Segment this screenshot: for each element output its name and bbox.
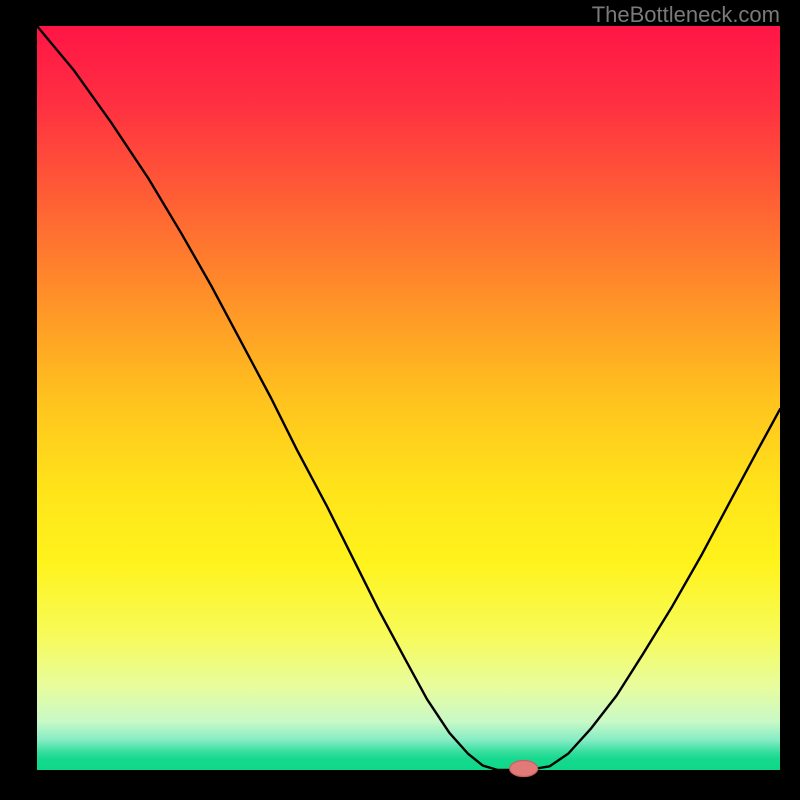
- bottleneck-chart: [0, 0, 800, 800]
- watermark-text: TheBottleneck.com: [592, 2, 780, 28]
- gradient-background: [37, 26, 780, 770]
- optimal-point-marker: [510, 761, 538, 777]
- chart-frame: TheBottleneck.com: [0, 0, 800, 800]
